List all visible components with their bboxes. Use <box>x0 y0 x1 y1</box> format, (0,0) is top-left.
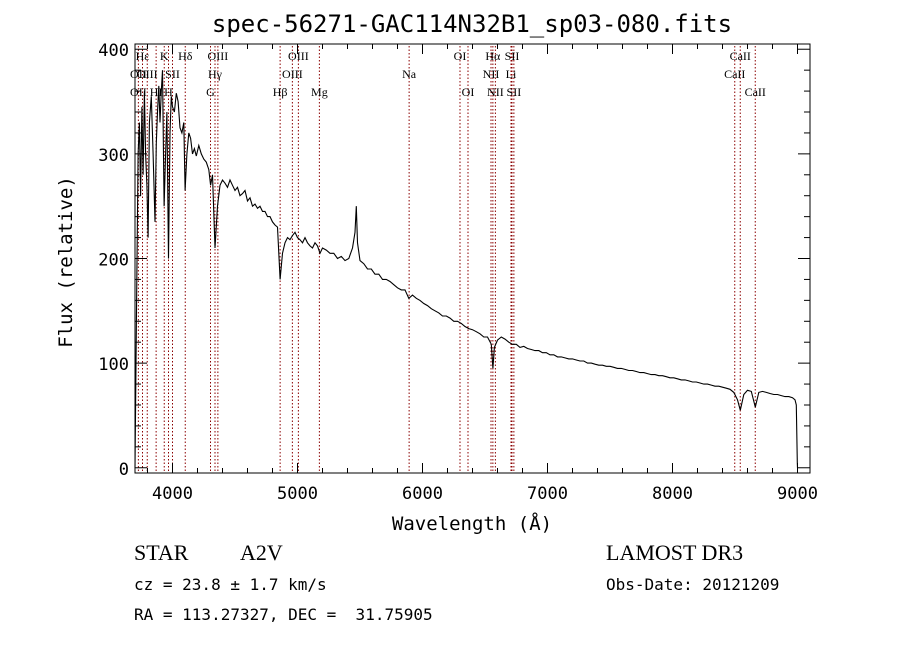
spectral-line-label: OI <box>454 49 467 63</box>
spectral-line-label: Hα <box>485 49 501 63</box>
y-tick-label: 300 <box>98 146 129 166</box>
spectrum-line <box>134 70 799 468</box>
y-axis-label: Flux (relative) <box>55 176 77 348</box>
x-tick-label: 9000 <box>777 484 818 504</box>
spectral-line-label: OIII <box>288 49 309 63</box>
x-tick-label: 6000 <box>402 484 443 504</box>
y-axis-ticks: 0 100 200 300 400 <box>98 41 810 480</box>
spectral-line-label: Mg <box>311 85 328 99</box>
spectral-line-labels: OIIOIIHεOIIIHIKHSIIHδGHγOIIIHβOIIIOIIIMg… <box>130 49 766 99</box>
y-tick-label: 200 <box>98 251 129 271</box>
spectral-line-label: CaII <box>724 67 745 81</box>
spectral-line-label: NII <box>483 67 500 81</box>
spectral-line-label: OI <box>462 85 475 99</box>
y-tick-label: 100 <box>98 355 129 375</box>
object-subclass: A2V <box>240 540 283 565</box>
spectral-line-label: OII <box>130 67 147 81</box>
x-axis-ticks: 4000 5000 6000 7000 8000 9000 <box>147 44 818 504</box>
spectral-line-label: Hγ <box>208 67 223 81</box>
coordinates: RA = 113.27327, DEC = 31.75905 <box>134 605 433 624</box>
x-axis-label: Wavelength (Å) <box>392 512 552 535</box>
spectral-line-label: K <box>160 49 169 63</box>
spectral-line-label: H <box>164 85 173 99</box>
x-tick-label: 5000 <box>277 484 318 504</box>
object-class: STAR <box>134 540 189 565</box>
spectral-line-label: Hδ <box>178 49 193 63</box>
spectral-line-label: OIII <box>137 67 158 81</box>
x-tick-label: 4000 <box>152 484 193 504</box>
spectral-line-label: CaII <box>730 49 751 63</box>
spectral-line-label: SII <box>507 85 522 99</box>
plot-frame <box>134 43 811 474</box>
y-tick-label: 0 <box>119 460 129 480</box>
observation-date: Obs-Date: 20121209 <box>606 575 779 594</box>
spectral-line-label: Hβ <box>273 85 288 99</box>
spectral-line-label: G <box>206 85 215 99</box>
spectral-line-label: CaII <box>745 85 766 99</box>
survey-name: LAMOST DR3 <box>606 540 743 565</box>
spectral-line-label: Hε <box>136 49 150 63</box>
spectral-line-label: OIII <box>208 49 229 63</box>
spectral-line-label: NII <box>487 85 504 99</box>
spectral-line-markers <box>137 46 756 472</box>
spectral-line-label: SII <box>165 67 180 81</box>
redshift-cz: cz = 23.8 ± 1.7 km/s <box>134 575 327 594</box>
spectral-line-label: Na <box>402 67 417 81</box>
x-tick-label: 8000 <box>652 484 693 504</box>
spectral-line-label: OII <box>130 85 147 99</box>
y-tick-label: 400 <box>98 41 129 61</box>
spectral-line-label: OIII <box>282 67 303 81</box>
x-tick-label: 7000 <box>527 484 568 504</box>
spectral-line-label: SII <box>505 49 520 63</box>
spectral-line-label: Li <box>506 67 517 81</box>
chart-title: spec-56271-GAC114N32B1_sp03-080.fits <box>212 10 732 38</box>
